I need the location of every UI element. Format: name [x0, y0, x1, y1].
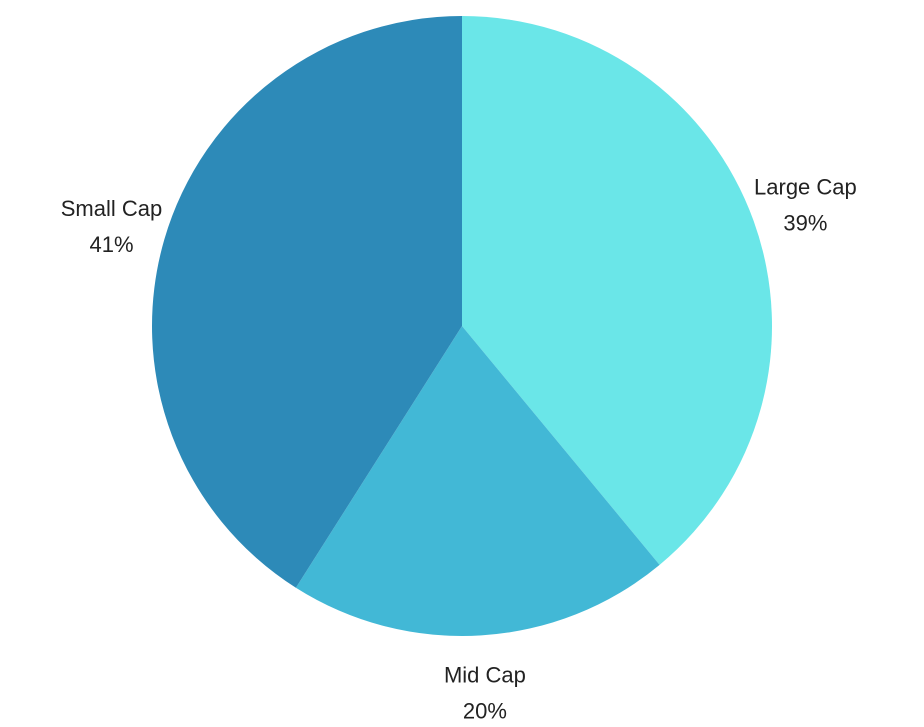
slice-name-large-cap: Large Cap: [754, 174, 857, 199]
pie-slice-mid-cap: [295, 326, 660, 637]
pie-slices: [151, 15, 772, 637]
slice-label-large-cap: Large Cap 39%: [754, 174, 857, 235]
slice-percent-small-cap: 41%: [89, 232, 133, 257]
slice-label-mid-cap: Mid Cap 20%: [444, 662, 526, 723]
slice-name-mid-cap: Mid Cap: [444, 662, 526, 687]
pie-slice-small-cap: [151, 15, 463, 588]
pie-slice-large-cap: [462, 16, 772, 565]
slice-name-small-cap: Small Cap: [61, 196, 162, 221]
slice-percent-large-cap: 39%: [783, 210, 827, 235]
pie-labels: Large Cap 39% Mid Cap 20% Small Cap 41%: [61, 174, 857, 723]
slice-percent-mid-cap: 20%: [463, 698, 507, 723]
slice-label-small-cap: Small Cap 41%: [61, 196, 162, 257]
